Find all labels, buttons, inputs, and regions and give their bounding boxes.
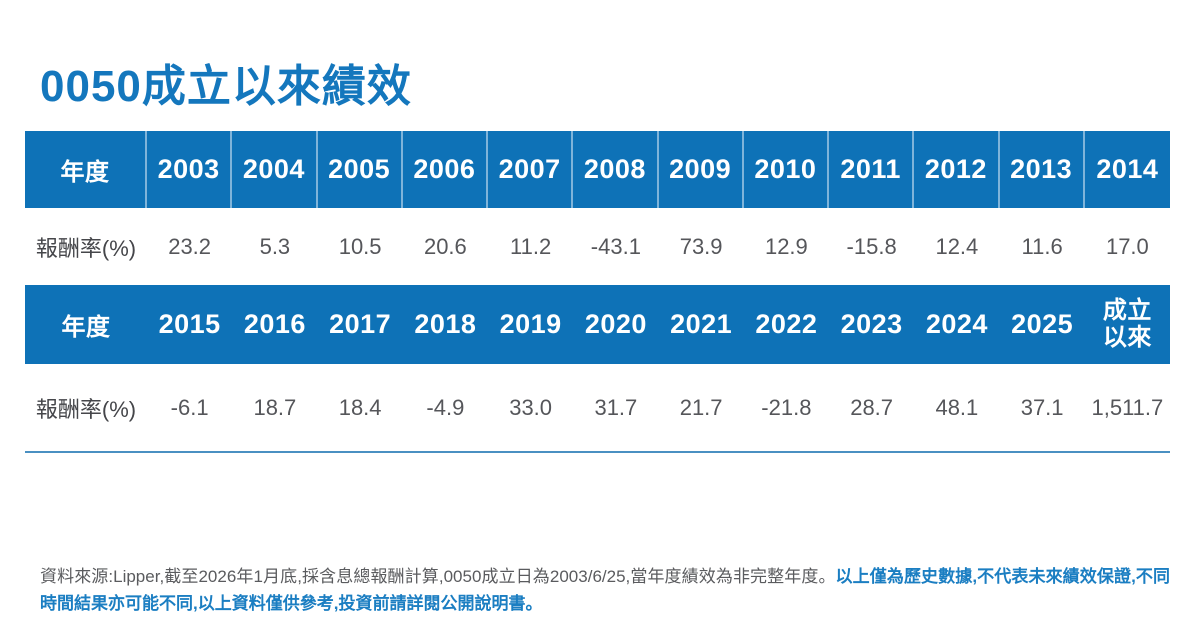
year-header-cell: 2010 bbox=[744, 131, 829, 208]
year-header-cell: 2020 bbox=[584, 309, 647, 339]
footnote-disclaimer-text: 以上僅為歷史數據,不代表未來績效保證,不同時間結果亦可能不同,以上資料僅供參考,… bbox=[40, 567, 1170, 613]
footnote-source-text: 資料來源:Lipper,截至2026年1月底,採含息總報酬計算,0050成立日為… bbox=[40, 567, 836, 586]
return-value-cell: -6.1 bbox=[170, 394, 209, 420]
inception-return-cell: 1,511.7 bbox=[1091, 394, 1164, 420]
return-value-cell: -4.9 bbox=[426, 394, 465, 420]
footnote: 資料來源:Lipper,截至2026年1月底,採含息總報酬計算,0050成立日為… bbox=[40, 563, 1170, 617]
year-header-cell: 2022 bbox=[755, 309, 818, 339]
inception-header-cell: 成立以來 bbox=[1085, 285, 1170, 364]
table-data-row-2015-2025: 報酬率(%) -6.1 18.7 18.4 -4.9 33.0 31.7 21.… bbox=[25, 364, 1170, 451]
return-value-cell: 73.9 bbox=[679, 233, 723, 259]
return-value-cell: 37.1 bbox=[1020, 394, 1064, 420]
year-header-cell: 2021 bbox=[670, 309, 733, 339]
return-value-cell: 28.7 bbox=[850, 394, 894, 420]
inception-header-label: 成立以來 bbox=[1102, 296, 1152, 351]
return-value-cell: 5.3 bbox=[259, 233, 291, 259]
return-value-cell: 11.2 bbox=[510, 233, 552, 259]
year-header-cell: 2012 bbox=[914, 131, 1000, 208]
return-row-label: 報酬率(%) bbox=[35, 396, 137, 422]
year-header-cell: 2016 bbox=[243, 309, 306, 339]
return-value-cell: 12.4 bbox=[935, 233, 979, 259]
year-header-cell: 2007 bbox=[488, 131, 574, 208]
year-header-cell: 2015 bbox=[158, 309, 221, 339]
return-value-cell: 21.7 bbox=[679, 394, 723, 420]
return-value-cell: 31.7 bbox=[594, 394, 638, 420]
year-header-label: 年度 bbox=[61, 314, 111, 341]
year-header-cell: 2009 bbox=[659, 131, 744, 208]
table-header-row-2003-2014: 年度 2003 2004 2005 2006 2007 2008 2009 20… bbox=[25, 131, 1170, 208]
return-value-cell: -43.1 bbox=[590, 233, 641, 259]
year-header-cell: 2014 bbox=[1096, 154, 1159, 184]
table-data-row-2003-2014: 報酬率(%) 23.2 5.3 10.5 20.6 11.2 -43.1 73.… bbox=[25, 208, 1170, 285]
year-header-cell: 2006 bbox=[403, 131, 488, 208]
year-header-label: 年度 bbox=[25, 131, 147, 208]
year-header-cell: 2003 bbox=[147, 131, 233, 208]
return-value-cell: 10.5 bbox=[338, 233, 382, 259]
return-value-cell: 48.1 bbox=[935, 394, 979, 420]
table-header-row-2015-2025: 年度 2015 2016 2017 2018 2019 2020 2021 20… bbox=[25, 285, 1170, 364]
year-header-cell: 2005 bbox=[318, 131, 403, 208]
year-header-cell: 2004 bbox=[232, 131, 318, 208]
year-header-cell: 2011 bbox=[829, 131, 915, 208]
return-row-label: 報酬率(%) bbox=[35, 235, 137, 261]
return-value-cell: 18.4 bbox=[338, 394, 382, 420]
return-value-cell: 33.0 bbox=[509, 394, 553, 420]
return-value-cell: 23.2 bbox=[168, 233, 212, 259]
year-header-cell: 2025 bbox=[1011, 309, 1074, 339]
return-value-cell: -21.8 bbox=[761, 394, 812, 420]
performance-table: 年度 2003 2004 2005 2006 2007 2008 2009 20… bbox=[25, 131, 1170, 453]
return-value-cell: 11.6 bbox=[1021, 233, 1063, 259]
return-value-cell: 18.7 bbox=[253, 394, 297, 420]
return-value-cell: 17.0 bbox=[1105, 233, 1149, 259]
year-header-cell: 2013 bbox=[1000, 131, 1085, 208]
year-header-cell: 2024 bbox=[925, 309, 988, 339]
year-header-cell: 2019 bbox=[499, 309, 562, 339]
year-header-cell: 2018 bbox=[414, 309, 477, 339]
year-header-cell: 2017 bbox=[329, 309, 392, 339]
page-title: 0050成立以來績效 bbox=[40, 62, 412, 111]
year-header-cell: 2023 bbox=[840, 309, 903, 339]
year-header-cell: 2008 bbox=[573, 131, 659, 208]
return-value-cell: 12.9 bbox=[764, 233, 808, 259]
return-value-cell: -15.8 bbox=[846, 233, 897, 259]
return-value-cell: 20.6 bbox=[423, 233, 467, 259]
